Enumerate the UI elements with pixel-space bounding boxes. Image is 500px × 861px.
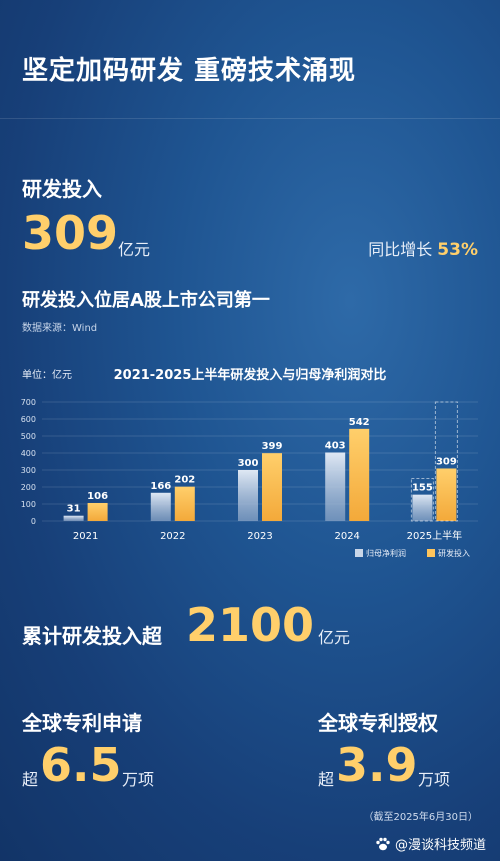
x-tick-label: 2023 (247, 531, 272, 542)
data-label: 300 (238, 458, 259, 469)
yoy-label: 同比增长 (368, 240, 433, 259)
data-label: 31 (67, 504, 81, 515)
patent-grant-label: 全球专利授权 (318, 711, 438, 735)
y-tick-label: 0 (31, 517, 36, 526)
data-label: 155 (412, 483, 433, 494)
watermark-text: @漫谈科技频道 (394, 838, 486, 853)
projection-outline (434, 401, 458, 522)
bar (238, 470, 258, 521)
rank-text: 研发投入位居A股上市公司第一 (22, 290, 270, 311)
x-tick-label: 2021 (73, 531, 98, 542)
cumulative-label: 累计研发投入超 (22, 624, 162, 648)
bar (325, 452, 346, 521)
bar (349, 428, 370, 521)
yoy-growth: 同比增长 53% (368, 236, 478, 260)
patent-apply-label: 全球专利申请 (22, 711, 142, 735)
bar (436, 468, 457, 521)
bar (262, 453, 282, 521)
patent-apply-prefix: 超 (22, 770, 39, 789)
rd-unit: 亿元 (118, 240, 151, 259)
y-tick-label: 200 (21, 483, 36, 492)
page-title: 坚定加码研发 重磅技术涌现 (22, 56, 357, 86)
yoy-value: 53% (437, 240, 478, 260)
x-tick-label: 2025上半年 (407, 529, 462, 542)
y-tick-label: 600 (21, 415, 36, 424)
data-label: 106 (87, 491, 108, 502)
y-tick-label: 100 (21, 500, 36, 509)
data-label: 403 (325, 440, 346, 451)
patent-grant-unit: 万项 (418, 770, 451, 789)
cumulative-unit: 亿元 (318, 628, 351, 647)
legend-swatch (427, 549, 435, 557)
data-label: 399 (262, 441, 283, 452)
y-tick-label: 700 (21, 398, 36, 407)
data-label: 166 (150, 481, 171, 492)
data-label: 202 (174, 475, 195, 486)
x-tick-label: 2024 (334, 531, 359, 542)
legend-swatch (355, 549, 363, 557)
chart-title: 2021-2025上半年研发投入与归母净利润对比 (113, 368, 387, 383)
bar (412, 494, 433, 521)
paw-icon (376, 837, 390, 850)
rd-value: 309 (22, 206, 119, 260)
footnote: （截至2025年6月30日） (363, 812, 478, 823)
bar (174, 486, 195, 521)
data-label: 542 (349, 417, 370, 428)
bar (150, 492, 171, 521)
cumulative-value: 2100 (186, 598, 315, 652)
chart-unit: 单位：亿元 (22, 370, 72, 381)
source-text: 数据来源：Wind (22, 323, 98, 334)
legend-label: 研发投入 (438, 548, 470, 558)
data-label: 309 (436, 456, 457, 467)
patent-grant-value: 3.9 (336, 738, 418, 792)
x-tick-label: 2022 (160, 531, 185, 542)
y-tick-label: 400 (21, 449, 36, 458)
patent-apply-value: 6.5 (40, 738, 122, 792)
patent-apply-unit: 万项 (122, 770, 155, 789)
y-tick-label: 300 (21, 466, 36, 475)
bar (87, 502, 108, 521)
y-tick-label: 500 (21, 432, 36, 441)
legend-label: 归母净利润 (366, 548, 406, 558)
projection-outline (410, 478, 434, 522)
watermark: @漫谈科技频道 (375, 834, 486, 853)
header-divider (0, 118, 500, 119)
bar (63, 515, 84, 521)
rd-label: 研发投入 (22, 177, 102, 201)
patent-grant-prefix: 超 (318, 770, 335, 789)
